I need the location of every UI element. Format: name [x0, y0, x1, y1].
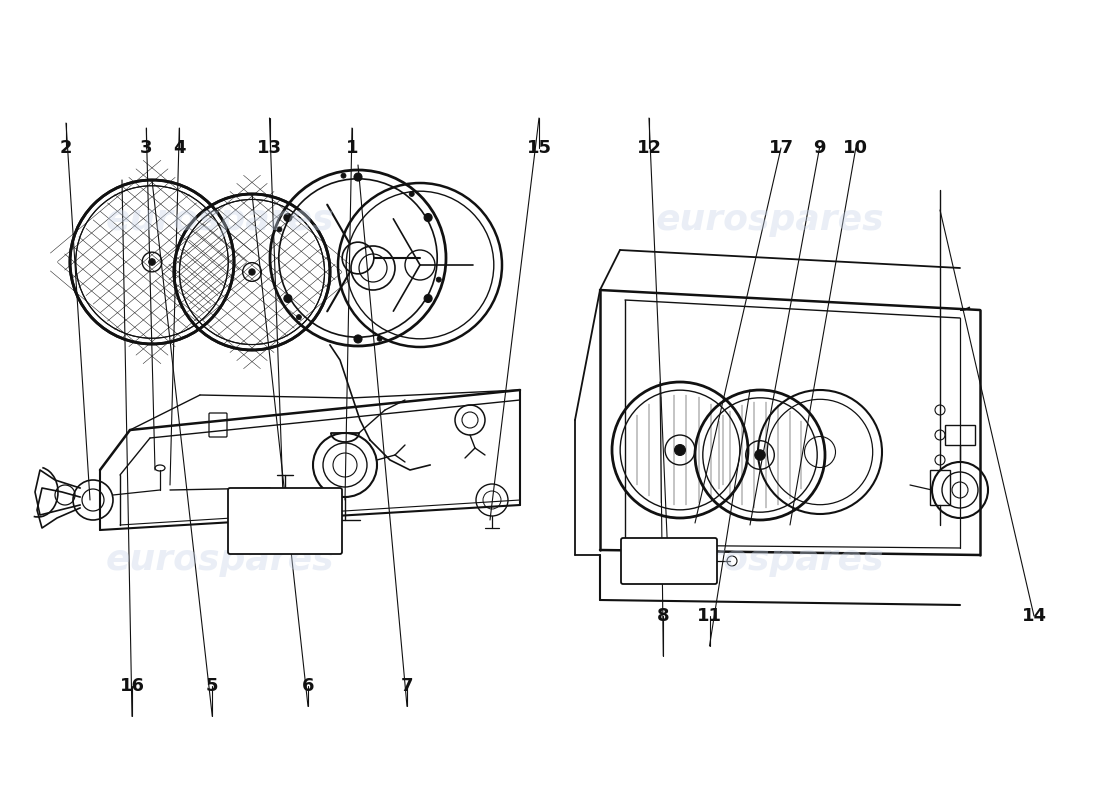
Text: 8: 8 [657, 607, 670, 625]
Text: 13: 13 [257, 139, 282, 157]
Circle shape [755, 450, 766, 460]
Circle shape [296, 314, 301, 320]
Text: 3: 3 [140, 139, 153, 157]
Text: eurospares: eurospares [656, 203, 884, 237]
Text: 11: 11 [697, 607, 722, 625]
Circle shape [354, 335, 362, 343]
Circle shape [425, 294, 432, 302]
Circle shape [377, 336, 382, 342]
FancyBboxPatch shape [209, 413, 227, 437]
Text: 5: 5 [206, 678, 219, 695]
Text: 6: 6 [301, 678, 315, 695]
Text: 1: 1 [345, 139, 359, 157]
Text: eurospares: eurospares [106, 203, 334, 237]
Text: 10: 10 [844, 139, 868, 157]
Circle shape [284, 214, 292, 222]
Text: eurospares: eurospares [106, 543, 334, 577]
Circle shape [409, 191, 415, 197]
Circle shape [354, 173, 362, 181]
Circle shape [249, 269, 255, 275]
Text: 15: 15 [527, 139, 551, 157]
FancyBboxPatch shape [945, 425, 975, 445]
Text: 2: 2 [59, 139, 73, 157]
Circle shape [277, 227, 282, 232]
Circle shape [148, 258, 155, 266]
Circle shape [437, 277, 441, 282]
Text: 7: 7 [400, 678, 414, 695]
Circle shape [674, 445, 685, 455]
Text: 12: 12 [637, 139, 661, 157]
Text: 14: 14 [1022, 607, 1046, 625]
Text: eurospares: eurospares [656, 543, 884, 577]
Circle shape [284, 294, 292, 302]
Text: 4: 4 [173, 139, 186, 157]
Text: 9: 9 [813, 139, 826, 157]
FancyBboxPatch shape [621, 538, 717, 584]
FancyBboxPatch shape [228, 488, 342, 554]
Circle shape [425, 214, 432, 222]
Text: 16: 16 [120, 678, 144, 695]
FancyBboxPatch shape [930, 470, 950, 505]
Circle shape [341, 173, 346, 178]
Text: 17: 17 [769, 139, 793, 157]
